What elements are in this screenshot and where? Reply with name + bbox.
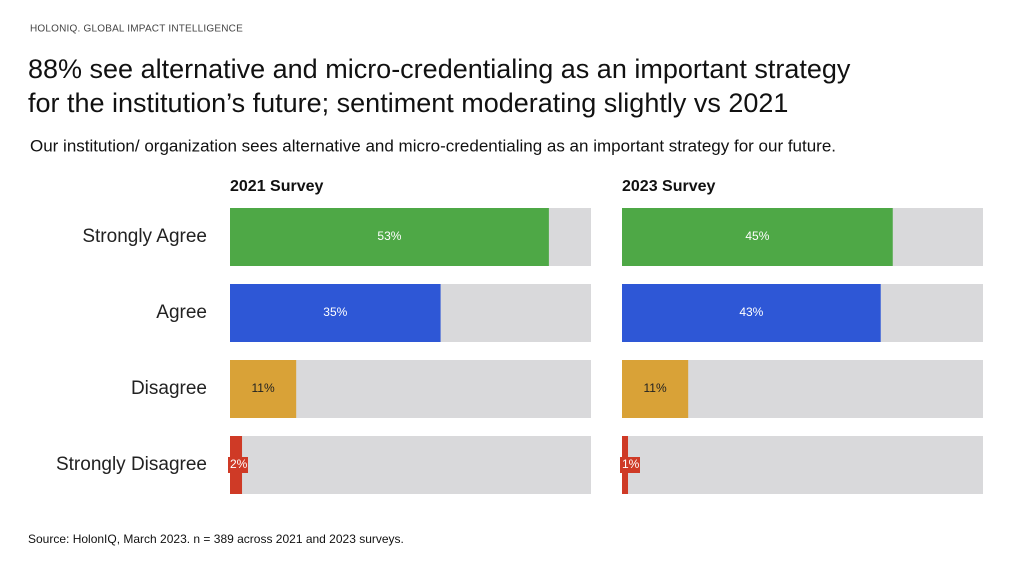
bar [622,208,893,266]
panel-title: 2021 Survey [230,178,324,195]
value-label: 35% [323,305,347,319]
label-bg [620,457,640,473]
value-label: 43% [739,305,763,319]
bar [230,208,549,266]
value-label: 11% [252,381,275,395]
title-line: 88% see alternative and micro-credential… [28,54,851,84]
track [230,436,591,494]
category-label: Agree [156,302,207,323]
bar [230,360,297,418]
bar [622,360,689,418]
source: Source: HolonIQ, March 2023. n = 389 acr… [28,532,404,546]
category-label: Strongly Agree [82,226,207,247]
value-label: 11% [644,381,667,395]
label-bg [228,457,248,473]
panel-title: 2023 Survey [622,178,716,195]
track [622,436,983,494]
value-label: 2% [230,457,248,471]
brand: HOLONIQ. GLOBAL IMPACT INTELLIGENCE [30,24,243,35]
value-label: 53% [377,229,401,243]
value-label: 1% [622,457,640,471]
title-line: for the institution’s future; sentiment … [28,88,788,118]
category-label: Disagree [131,378,207,399]
subtitle: Our institution/ organization sees alter… [30,136,836,155]
category-label: Strongly Disagree [56,454,207,475]
bar [230,284,441,342]
value-label: 45% [745,229,769,243]
bar [622,284,881,342]
